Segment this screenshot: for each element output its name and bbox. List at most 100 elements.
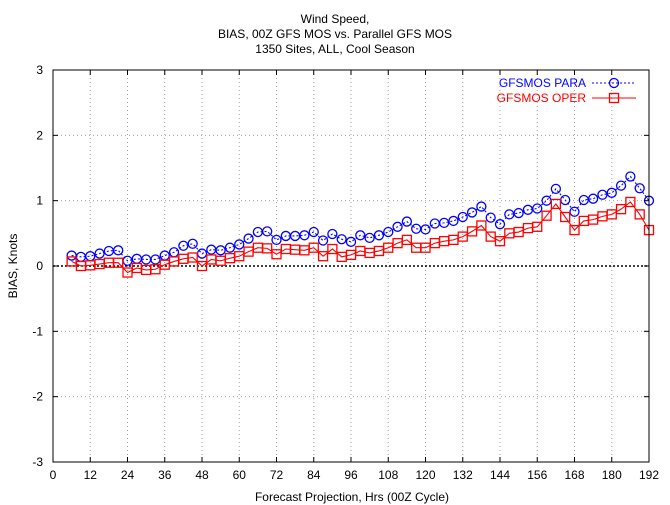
y-tick-label: -2 xyxy=(32,390,43,404)
legend-marker-oper xyxy=(608,92,620,104)
series-para-point xyxy=(466,207,478,218)
chart-title: Wind Speed, BIAS, 00Z GFS MOS vs. Parall… xyxy=(218,12,452,56)
series-oper-point xyxy=(494,236,506,247)
series-para-point xyxy=(401,216,413,227)
series-para-point xyxy=(234,239,245,250)
x-tick-label: 96 xyxy=(344,468,358,482)
legend-label-oper: GFSMOS OPER xyxy=(497,91,587,105)
x-tick-label: 168 xyxy=(564,468,584,482)
series-para-point xyxy=(392,221,403,232)
x-tick-label: 192 xyxy=(639,468,659,482)
series-para-point xyxy=(345,236,357,247)
series-para-point xyxy=(438,217,450,229)
x-tick-label: 36 xyxy=(158,468,172,482)
x-tick-label: 120 xyxy=(415,468,435,482)
x-tick-label: 132 xyxy=(453,468,473,482)
x-axis-label: Forecast Projection, Hrs (00Z Cycle) xyxy=(255,490,449,504)
series-oper-point xyxy=(550,198,562,210)
series-oper-point xyxy=(308,242,319,253)
axis-ticks: 0 12 24 36 48 60 72 84 96 108 120 132 144 156 168 180 19… xyxy=(32,63,659,482)
series-para-point xyxy=(299,230,310,241)
series-para-point xyxy=(243,233,254,244)
series-para-point xyxy=(317,235,329,246)
y-tick-label: -3 xyxy=(32,455,43,469)
series-para-point xyxy=(513,207,524,219)
series-para-point xyxy=(94,248,105,259)
series-para-point xyxy=(448,215,459,227)
series-para-point xyxy=(606,187,617,198)
series-oper-point xyxy=(532,221,543,232)
series-para-point xyxy=(494,219,506,230)
series-para xyxy=(66,171,655,266)
series-para-point xyxy=(308,226,319,238)
series-para-point xyxy=(131,253,142,264)
series-oper-point xyxy=(625,196,636,208)
series-para-point xyxy=(615,180,627,191)
series-para-point xyxy=(569,206,580,217)
series-para-point xyxy=(262,226,273,237)
series-para-point xyxy=(597,189,608,200)
series-oper-point xyxy=(317,251,329,262)
x-tick-label: 108 xyxy=(378,468,398,482)
series-para-point xyxy=(587,193,599,204)
series-layer xyxy=(66,171,655,278)
series-oper-point xyxy=(457,231,468,242)
x-tick-label: 144 xyxy=(490,468,510,482)
series-oper-point xyxy=(560,211,571,223)
series-para-point xyxy=(66,250,77,261)
series-oper-point xyxy=(541,210,552,221)
y-axis-label: BIAS, Knots xyxy=(6,234,20,299)
x-tick-label: 48 xyxy=(195,468,209,482)
series-para-point xyxy=(457,211,468,223)
series-oper-point xyxy=(196,260,208,272)
series-para-point xyxy=(364,232,375,244)
series-para-point xyxy=(150,254,161,265)
x-tick-label: 60 xyxy=(233,468,247,482)
series-para-point xyxy=(85,251,96,262)
series-para-point xyxy=(634,183,645,194)
series-para-point xyxy=(178,240,189,251)
series-para-point xyxy=(224,242,236,253)
series-oper-point xyxy=(327,243,338,255)
series-oper-point xyxy=(569,224,580,236)
series-para-point xyxy=(532,203,543,214)
x-tick-label: 84 xyxy=(307,468,321,482)
series-oper-point xyxy=(113,257,124,268)
x-tick-label: 24 xyxy=(121,468,135,482)
series-oper-point xyxy=(615,204,627,215)
x-tick-label: 0 xyxy=(50,468,57,482)
series-para-point xyxy=(550,183,562,195)
series-para-point xyxy=(383,226,394,238)
series-para-point xyxy=(411,223,422,234)
title-line-1: Wind Speed, xyxy=(301,12,370,26)
series-para-point xyxy=(187,238,198,249)
series-oper-point xyxy=(476,220,487,231)
series-oper-point xyxy=(187,252,198,263)
series-para-point xyxy=(113,245,124,256)
y-tick-label: -1 xyxy=(32,324,43,338)
series-oper-point xyxy=(262,243,273,254)
x-tick-label: 180 xyxy=(602,468,622,482)
x-tick-label: 72 xyxy=(270,468,284,482)
series-para-point xyxy=(420,224,431,235)
series-oper-point xyxy=(271,249,282,260)
series-oper-point xyxy=(634,209,645,220)
y-tick-label: 3 xyxy=(36,63,43,77)
series-para-point xyxy=(355,230,366,241)
series-oper-point xyxy=(401,234,413,246)
legend-marker-para xyxy=(608,77,620,89)
series-para-point xyxy=(215,245,226,256)
series-oper-point xyxy=(606,209,617,220)
series-para-point xyxy=(485,212,496,223)
legend-label-para: GFSMOS PARA xyxy=(499,76,586,90)
y-tick-label: 1 xyxy=(36,194,43,208)
series-para-point xyxy=(373,230,385,241)
title-line-3: 1350 Sites, ALL, Cool Season xyxy=(255,42,414,56)
y-tick-label: 0 xyxy=(36,259,43,273)
series-para-line xyxy=(71,175,650,262)
series-para-point xyxy=(336,234,347,245)
series-para-point xyxy=(327,228,338,240)
x-tick-label: 12 xyxy=(84,468,98,482)
